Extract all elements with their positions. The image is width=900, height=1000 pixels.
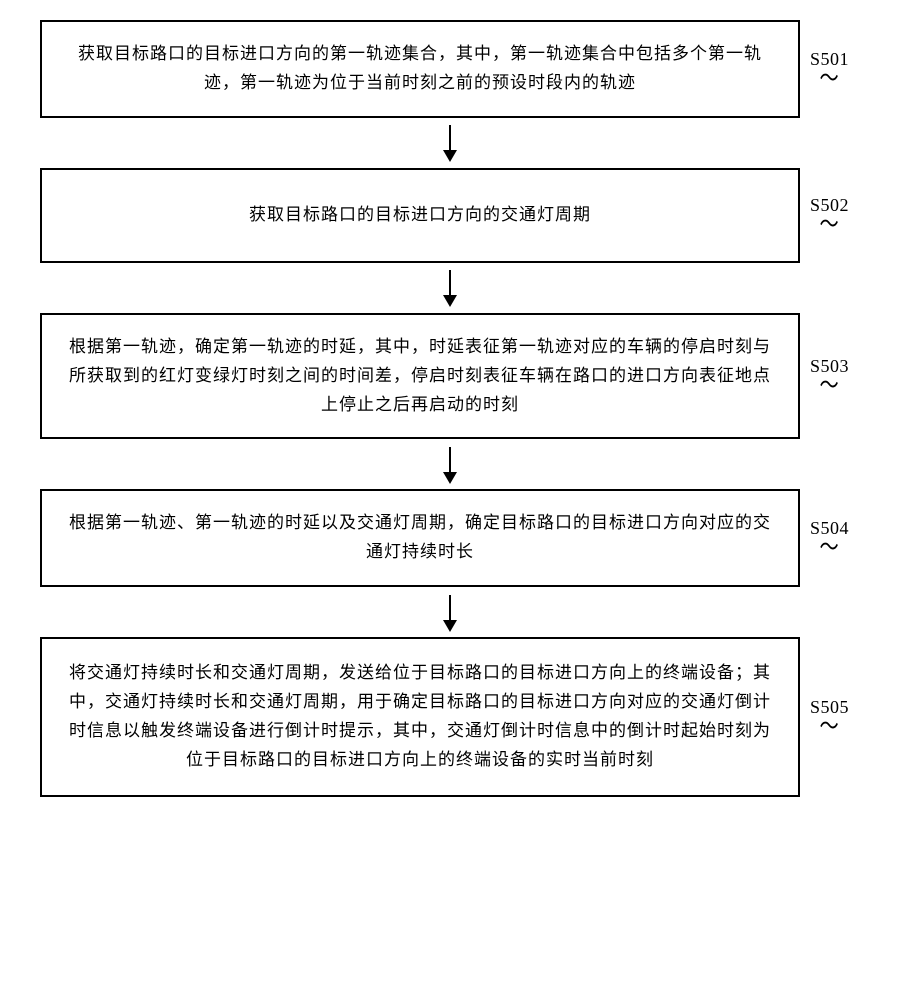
step-label-3: S503 〜 bbox=[810, 356, 849, 396]
step-text: 根据第一轨迹、第一轨迹的时延以及交通灯周期，确定目标路口的目标进口方向对应的交通… bbox=[62, 509, 778, 567]
step-box-2: 获取目标路口的目标进口方向的交通灯周期 bbox=[40, 168, 800, 263]
step-text: 获取目标路口的目标进口方向的第一轨迹集合，其中，第一轨迹集合中包括多个第一轨迹，… bbox=[62, 40, 778, 98]
wave-icon: 〜 bbox=[820, 718, 840, 737]
step-row-1: 获取目标路口的目标进口方向的第一轨迹集合，其中，第一轨迹集合中包括多个第一轨迹，… bbox=[40, 20, 860, 118]
step-label-5: S505 〜 bbox=[810, 697, 849, 737]
step-label-1: S501 〜 bbox=[810, 49, 849, 89]
wave-icon: 〜 bbox=[820, 216, 840, 235]
step-text: 获取目标路口的目标进口方向的交通灯周期 bbox=[249, 201, 591, 230]
step-text: 根据第一轨迹，确定第一轨迹的时延，其中，时延表征第一轨迹对应的车辆的停启时刻与所… bbox=[62, 333, 778, 420]
step-box-1: 获取目标路口的目标进口方向的第一轨迹集合，其中，第一轨迹集合中包括多个第一轨迹，… bbox=[40, 20, 800, 118]
step-text: 将交通灯持续时长和交通灯周期，发送给位于目标路口的目标进口方向上的终端设备；其中… bbox=[62, 659, 778, 775]
step-box-3: 根据第一轨迹，确定第一轨迹的时延，其中，时延表征第一轨迹对应的车辆的停启时刻与所… bbox=[40, 313, 800, 440]
flowchart-container: 获取目标路口的目标进口方向的第一轨迹集合，其中，第一轨迹集合中包括多个第一轨迹，… bbox=[40, 20, 860, 797]
arrow-line bbox=[449, 270, 451, 305]
arrow-1 bbox=[70, 118, 830, 168]
arrow-2 bbox=[70, 263, 830, 313]
step-row-2: 获取目标路口的目标进口方向的交通灯周期 S502 〜 bbox=[40, 168, 860, 263]
arrow-line bbox=[449, 447, 451, 482]
step-box-4: 根据第一轨迹、第一轨迹的时延以及交通灯周期，确定目标路口的目标进口方向对应的交通… bbox=[40, 489, 800, 587]
step-label-4: S504 〜 bbox=[810, 518, 849, 558]
step-row-3: 根据第一轨迹，确定第一轨迹的时延，其中，时延表征第一轨迹对应的车辆的停启时刻与所… bbox=[40, 313, 860, 440]
wave-icon: 〜 bbox=[820, 539, 840, 558]
arrow-4 bbox=[70, 587, 830, 637]
wave-icon: 〜 bbox=[820, 70, 840, 89]
wave-icon: 〜 bbox=[820, 377, 840, 396]
arrow-line bbox=[449, 595, 451, 630]
arrow-3 bbox=[70, 439, 830, 489]
arrow-line bbox=[449, 125, 451, 160]
step-box-5: 将交通灯持续时长和交通灯周期，发送给位于目标路口的目标进口方向上的终端设备；其中… bbox=[40, 637, 800, 797]
step-row-5: 将交通灯持续时长和交通灯周期，发送给位于目标路口的目标进口方向上的终端设备；其中… bbox=[40, 637, 860, 797]
step-row-4: 根据第一轨迹、第一轨迹的时延以及交通灯周期，确定目标路口的目标进口方向对应的交通… bbox=[40, 489, 860, 587]
step-label-2: S502 〜 bbox=[810, 195, 849, 235]
